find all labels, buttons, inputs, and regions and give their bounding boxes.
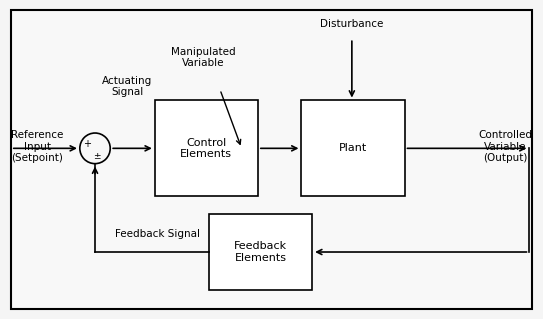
- Bar: [301, 100, 405, 196]
- Text: Feedback Signal: Feedback Signal: [115, 229, 200, 239]
- Text: Reference
Input
(Setpoint): Reference Input (Setpoint): [11, 130, 63, 163]
- Text: Plant: Plant: [339, 143, 367, 153]
- Text: Feedback
Elements: Feedback Elements: [234, 241, 287, 263]
- Bar: [209, 214, 312, 290]
- Text: Disturbance: Disturbance: [320, 19, 383, 29]
- Text: ±: ±: [93, 152, 100, 161]
- Text: Controlled
Variable
(Output): Controlled Variable (Output): [478, 130, 532, 163]
- Text: Manipulated
Variable: Manipulated Variable: [171, 47, 236, 68]
- Text: +: +: [83, 139, 91, 149]
- Bar: [155, 100, 258, 196]
- Text: Actuating
Signal: Actuating Signal: [102, 76, 152, 97]
- Text: Control
Elements: Control Elements: [180, 137, 232, 159]
